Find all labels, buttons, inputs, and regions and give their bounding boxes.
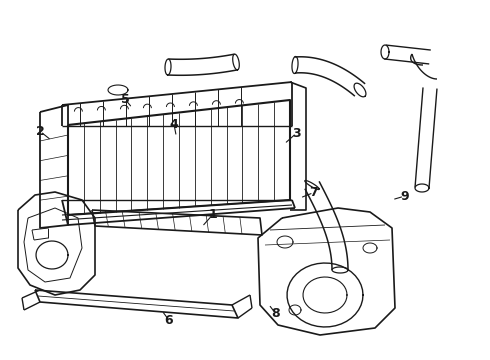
Text: 2: 2 [36, 125, 45, 138]
Text: 9: 9 [400, 190, 409, 203]
Text: 6: 6 [165, 314, 173, 327]
Text: 4: 4 [170, 118, 178, 131]
Text: 1: 1 [209, 208, 218, 221]
Text: 5: 5 [121, 93, 129, 105]
Text: 7: 7 [309, 186, 318, 199]
Text: 3: 3 [292, 127, 301, 140]
Text: 8: 8 [271, 307, 280, 320]
